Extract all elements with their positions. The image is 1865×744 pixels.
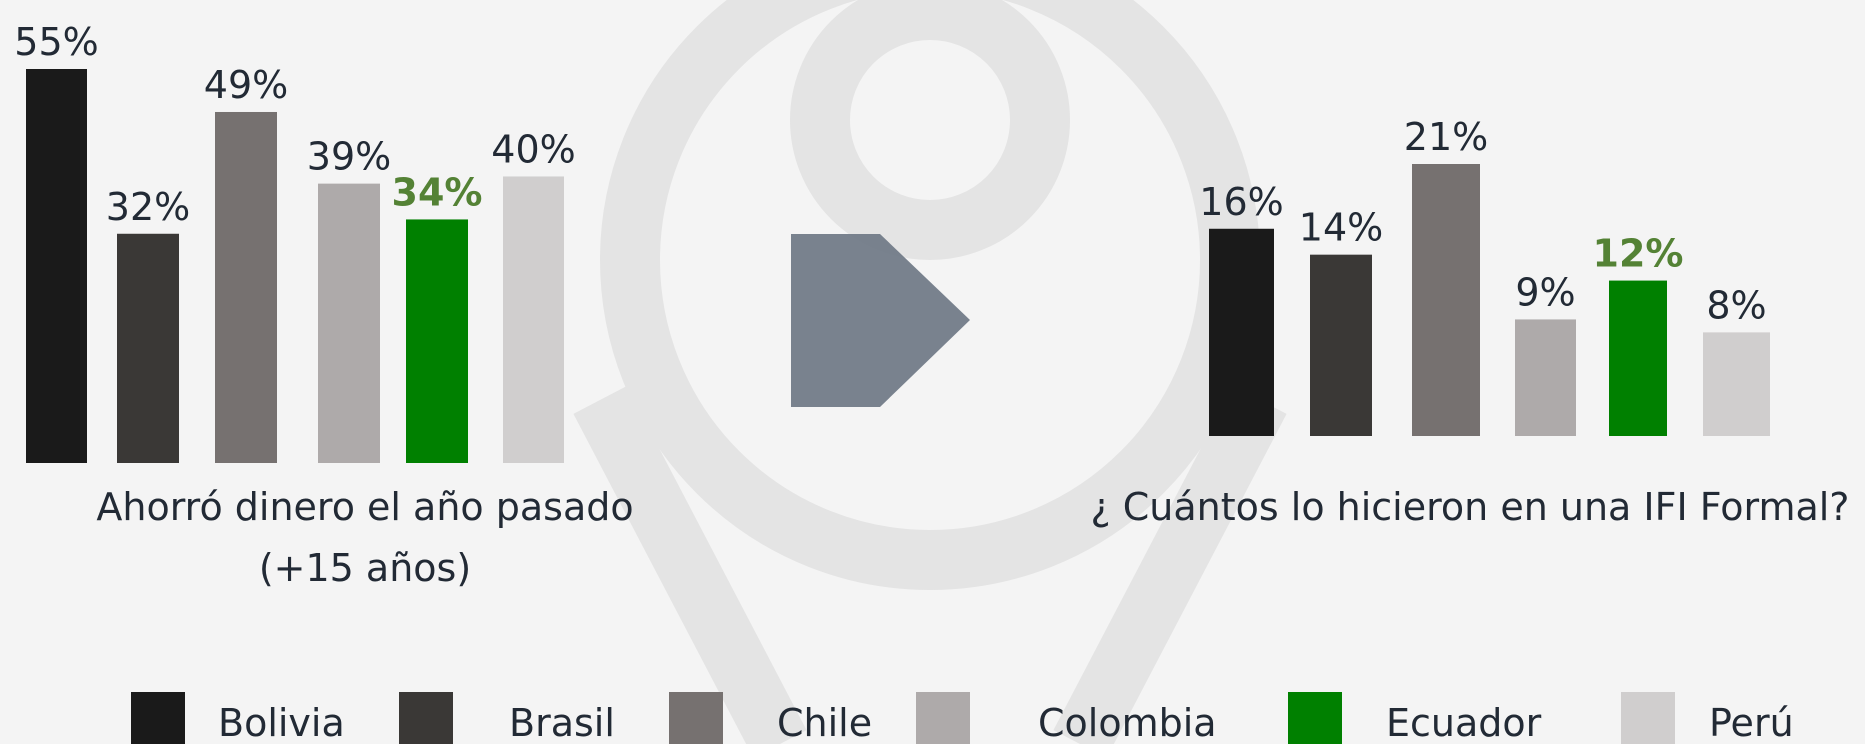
bar bbox=[503, 176, 564, 464]
chart-title: ¿ Cuántos lo hicieron en una IFI Formal? bbox=[1091, 485, 1850, 529]
value-label: 12% bbox=[1593, 232, 1684, 276]
value-label: 39% bbox=[307, 135, 391, 179]
bar bbox=[1310, 254, 1372, 436]
legend-label: Chile bbox=[777, 701, 872, 744]
arrow bbox=[791, 234, 970, 407]
value-label: 34% bbox=[392, 170, 483, 214]
bar bbox=[26, 69, 87, 463]
legend-label: Perú bbox=[1709, 701, 1794, 744]
bar bbox=[318, 183, 380, 464]
value-label: 16% bbox=[1199, 180, 1283, 224]
value-label: 49% bbox=[204, 63, 288, 107]
value-label: 8% bbox=[1706, 283, 1766, 327]
value-label: 32% bbox=[106, 185, 190, 229]
legend-label: Ecuador bbox=[1386, 701, 1542, 744]
legend-label: Brasil bbox=[509, 701, 615, 744]
bar bbox=[1515, 319, 1576, 436]
bar bbox=[215, 111, 277, 464]
legend-swatch bbox=[399, 692, 453, 744]
value-label: 55% bbox=[14, 20, 98, 64]
legend-swatch bbox=[1621, 692, 1675, 744]
bar bbox=[1209, 228, 1274, 436]
legend-label: Bolivia bbox=[218, 701, 345, 744]
value-label: 21% bbox=[1404, 115, 1488, 159]
bar bbox=[1412, 164, 1480, 436]
watermark bbox=[573, 0, 1287, 744]
legend-swatch bbox=[1288, 692, 1342, 744]
bar bbox=[406, 219, 468, 463]
legend-label: Colombia bbox=[1038, 701, 1217, 744]
bar bbox=[1703, 332, 1770, 436]
value-label: 9% bbox=[1515, 270, 1575, 314]
chart-subtitle: (+15 años) bbox=[259, 546, 471, 590]
bar bbox=[1609, 280, 1667, 436]
bar bbox=[117, 233, 179, 463]
legend-swatch bbox=[669, 692, 723, 744]
legend-swatch bbox=[916, 692, 970, 744]
value-label: 14% bbox=[1299, 206, 1383, 250]
legend-swatch bbox=[131, 692, 185, 744]
chart-title: Ahorró dinero el año pasado bbox=[96, 485, 633, 529]
value-label: 40% bbox=[491, 127, 575, 171]
